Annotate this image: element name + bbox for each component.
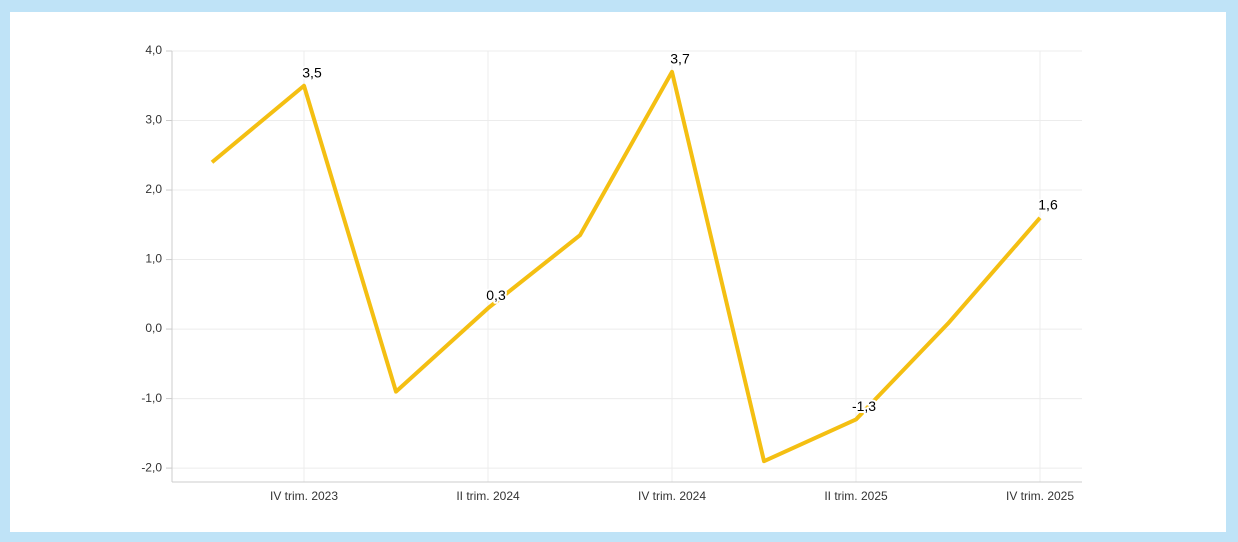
x-tick-label: II trim. 2025	[824, 489, 888, 503]
data-label: 3,7	[670, 51, 690, 67]
data-label: -1,3	[852, 398, 876, 414]
y-tick-label: 2,0	[145, 182, 162, 196]
y-tick-label: -1,0	[141, 391, 162, 405]
line	[210, 69, 1042, 464]
y-tick-label: 3,0	[145, 113, 162, 127]
data-label: 1,6	[1038, 197, 1058, 213]
x-tick-label: IV trim. 2025	[1006, 489, 1074, 503]
x-tick-label: II trim. 2024	[456, 489, 520, 503]
y-tick-label: 1,0	[145, 252, 162, 266]
panel	[10, 12, 1226, 532]
y-tick-label: 0,0	[145, 321, 162, 335]
x-tick-label: IV trim. 2024	[638, 489, 706, 503]
x-tick-label: IV trim. 2023	[270, 489, 338, 503]
data-label: 0,3	[486, 287, 506, 303]
y-tick-label: -2,0	[141, 460, 162, 474]
data-label: 3,5	[302, 64, 322, 80]
y-tick-label: 4,0	[145, 43, 162, 57]
